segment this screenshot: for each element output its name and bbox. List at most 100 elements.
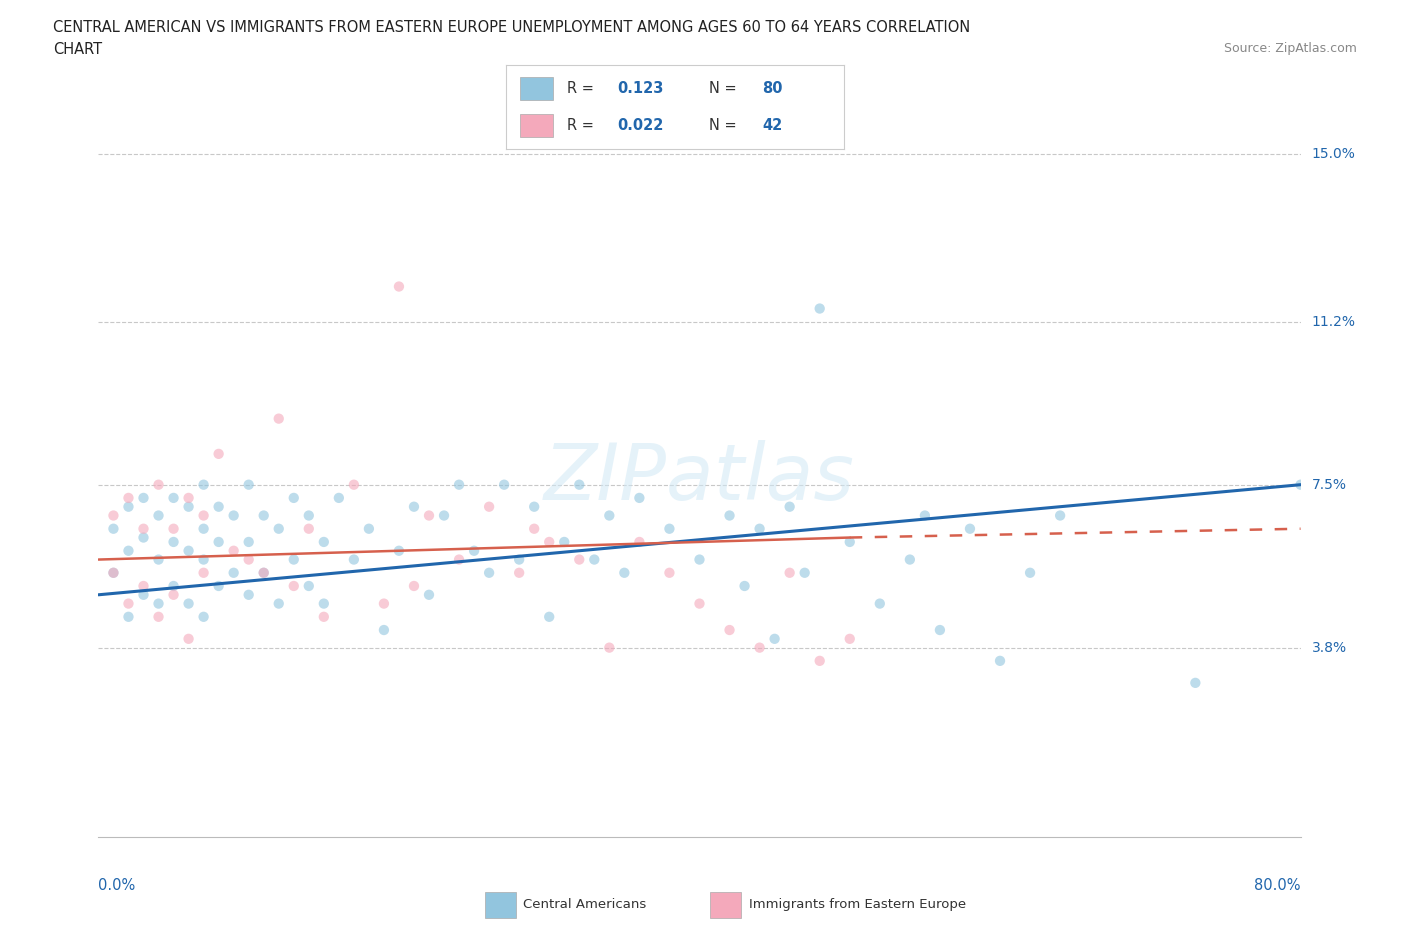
Point: [117, 499, 139, 514]
Point: [208, 499, 231, 514]
Text: 0.123: 0.123: [617, 81, 664, 96]
Point: [283, 552, 305, 567]
Point: [553, 535, 575, 550]
Point: [613, 565, 636, 580]
Point: [117, 609, 139, 624]
Point: [869, 596, 891, 611]
Point: [222, 543, 245, 558]
Point: [418, 508, 440, 523]
Point: [283, 578, 305, 593]
Point: [177, 499, 200, 514]
Point: [208, 578, 231, 593]
Point: [177, 543, 200, 558]
Point: [162, 578, 184, 593]
Point: [808, 654, 831, 669]
Point: [718, 508, 741, 523]
Point: [1289, 477, 1312, 492]
Point: [343, 552, 366, 567]
Point: [193, 508, 215, 523]
Point: [418, 588, 440, 603]
Point: [162, 522, 184, 537]
Point: [793, 565, 815, 580]
Point: [357, 522, 380, 537]
Point: [253, 508, 276, 523]
Point: [103, 565, 125, 580]
Point: [508, 565, 530, 580]
Point: [148, 552, 170, 567]
Point: [734, 578, 756, 593]
Point: [628, 535, 651, 550]
Text: 42: 42: [762, 118, 783, 133]
Point: [132, 522, 155, 537]
Text: 80: 80: [762, 81, 783, 96]
Text: ZIPatlas: ZIPatlas: [544, 440, 855, 515]
Point: [523, 499, 546, 514]
Point: [193, 565, 215, 580]
Point: [478, 499, 501, 514]
Point: [312, 535, 335, 550]
Point: [298, 508, 321, 523]
Point: [1019, 565, 1042, 580]
Point: [162, 588, 184, 603]
Text: 80.0%: 80.0%: [1254, 878, 1301, 893]
Point: [148, 508, 170, 523]
Point: [838, 631, 860, 646]
Point: [914, 508, 936, 523]
Point: [253, 565, 276, 580]
Point: [959, 522, 981, 537]
Point: [177, 631, 200, 646]
Point: [1049, 508, 1071, 523]
Point: [193, 609, 215, 624]
Point: [193, 552, 215, 567]
Point: [103, 565, 125, 580]
Text: 0.0%: 0.0%: [98, 878, 135, 893]
Point: [343, 477, 366, 492]
Point: [628, 490, 651, 505]
Point: [193, 477, 215, 492]
Point: [177, 490, 200, 505]
Point: [763, 631, 786, 646]
Point: [478, 565, 501, 580]
Point: [373, 596, 395, 611]
Point: [298, 578, 321, 593]
Point: [568, 552, 591, 567]
Text: CHART: CHART: [53, 42, 103, 57]
Point: [598, 508, 620, 523]
Point: [238, 477, 260, 492]
Point: [1184, 675, 1206, 690]
Point: [718, 622, 741, 637]
Point: [238, 588, 260, 603]
Point: [402, 578, 425, 593]
Point: [103, 522, 125, 537]
Text: 3.8%: 3.8%: [1312, 641, 1347, 655]
Point: [103, 508, 125, 523]
Point: [267, 596, 290, 611]
Point: [162, 490, 184, 505]
Point: [148, 609, 170, 624]
Point: [898, 552, 921, 567]
Text: Source: ZipAtlas.com: Source: ZipAtlas.com: [1223, 42, 1357, 55]
Point: [538, 609, 561, 624]
Text: N =: N =: [709, 81, 741, 96]
Point: [402, 499, 425, 514]
Text: R =: R =: [567, 81, 599, 96]
Point: [148, 596, 170, 611]
Point: [598, 640, 620, 655]
Text: 15.0%: 15.0%: [1312, 148, 1355, 162]
Point: [538, 535, 561, 550]
Point: [283, 490, 305, 505]
Text: 7.5%: 7.5%: [1312, 478, 1347, 492]
Text: 11.2%: 11.2%: [1312, 314, 1355, 328]
Point: [238, 535, 260, 550]
Point: [193, 522, 215, 537]
Point: [132, 588, 155, 603]
Point: [148, 477, 170, 492]
Point: [779, 565, 801, 580]
Point: [222, 508, 245, 523]
Point: [494, 477, 516, 492]
Point: [267, 522, 290, 537]
Text: CENTRAL AMERICAN VS IMMIGRANTS FROM EASTERN EUROPE UNEMPLOYMENT AMONG AGES 60 TO: CENTRAL AMERICAN VS IMMIGRANTS FROM EAST…: [53, 20, 970, 35]
Point: [447, 477, 470, 492]
Point: [748, 640, 770, 655]
Point: [748, 522, 770, 537]
